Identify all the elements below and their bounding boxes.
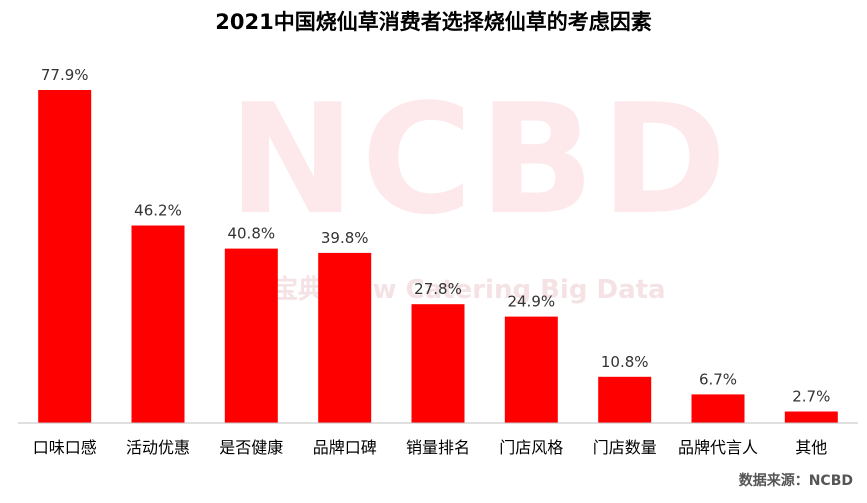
bar [504,316,558,423]
bar [411,304,465,423]
bar-value-label: 46.2% [134,202,182,220]
category-tick-label: 品牌口碑 [313,438,377,457]
category-tick-label: 品牌代言人 [678,438,758,457]
bar [784,411,838,423]
bar [318,252,372,423]
bar-value-label: 77.9% [41,66,89,84]
labels-layer: 77.9% 口味口感 46.2% 活动优惠 40.8% 是否健康 39.8% 品牌口碑 27.8… [33,66,831,457]
bar-value-label: 27.8% [414,280,462,298]
bar-value-label: 40.8% [227,225,275,243]
category-tick-label: 是否健康 [219,438,283,457]
category-tick-label: 门店风格 [499,438,563,457]
category-tick-label: 销量排名 [406,438,470,457]
bar [598,376,652,423]
bar [691,394,745,423]
category-tick-label: 活动优惠 [126,438,190,457]
bar-value-label: 6.7% [699,370,737,388]
bars-layer [38,90,838,423]
category-tick-label: 门店数量 [593,438,657,457]
bar-value-label: 10.8% [601,353,649,371]
source-label: 数据来源：NCBD [738,473,853,489]
chart-title: 2021中国烧仙草消费者选择烧仙草的考虑因素 [215,10,652,34]
category-tick-label: 其他 [795,438,827,457]
bar-value-label: 24.9% [507,293,555,311]
bar-value-label: 2.7% [792,388,830,406]
bar-value-label: 39.8% [321,229,369,247]
category-tick-label: 口味口感 [33,438,97,457]
bar [38,90,92,423]
bar [224,248,278,423]
bar [131,225,185,423]
